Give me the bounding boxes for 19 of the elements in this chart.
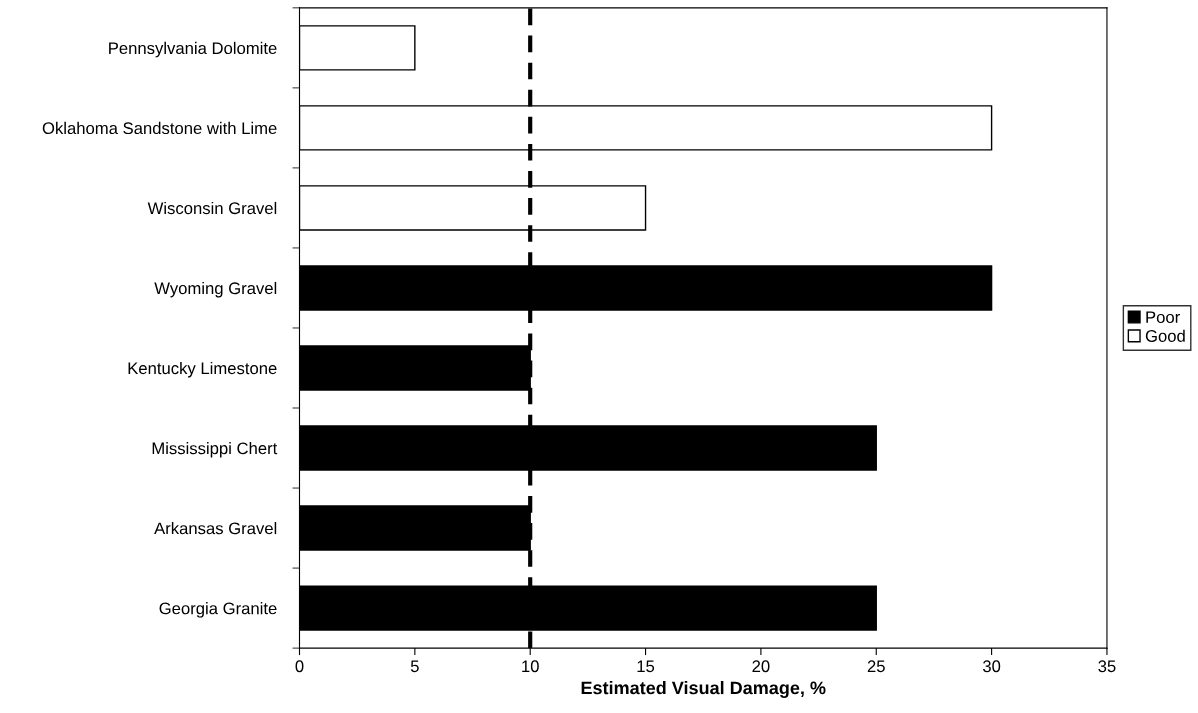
x-tick-label: 0	[295, 660, 304, 673]
y-tick-label: Georgia Granite	[159, 602, 277, 618]
x-tick-label: 25	[867, 660, 885, 673]
legend-label: Poor	[1146, 311, 1180, 324]
x-tick-label: 35	[1098, 660, 1116, 673]
y-tick-label: Pennsylvania Dolomite	[109, 41, 277, 58]
y-tick-label: Arkansas Gravel	[154, 522, 277, 535]
y-tick-label: Wisconsin Gravel	[147, 201, 277, 215]
x-tick-label: 30	[982, 660, 1001, 673]
y-tick-label: Oklahoma Sandstone with Lime	[42, 121, 277, 135]
x-tick-label: 10	[522, 660, 539, 673]
x-axis-title: Estimated Visual Damage, %	[581, 681, 826, 698]
legend-label: Good	[1145, 329, 1185, 342]
x-tick-label: 15	[637, 660, 655, 673]
y-tick-label: Kentucky Limestone	[128, 361, 277, 378]
x-tick-label: 20	[752, 660, 770, 673]
x-tick-label: 5	[410, 660, 419, 673]
y-tick-label: Mississippi Chert	[152, 441, 278, 458]
y-tick-label: Wyoming Gravel	[154, 281, 277, 298]
